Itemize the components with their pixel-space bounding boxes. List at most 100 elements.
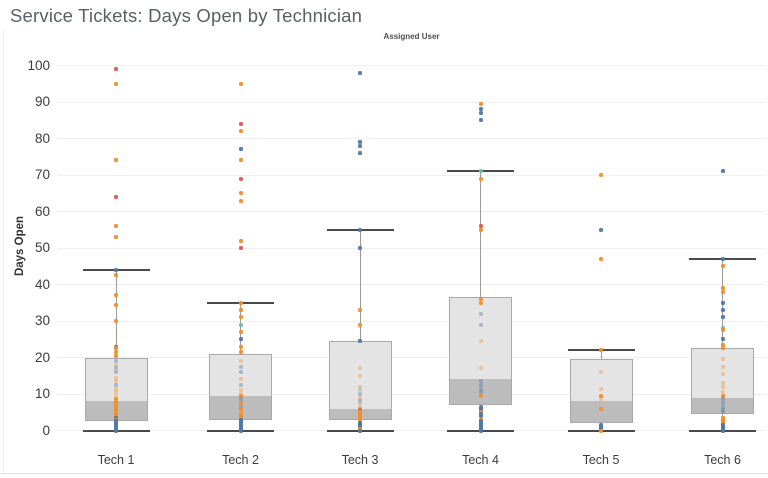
data-point[interactable] (238, 81, 243, 86)
data-point[interactable] (114, 81, 118, 86)
data-point[interactable] (599, 428, 603, 433)
data-point[interactable] (238, 388, 243, 393)
data-point[interactable] (238, 246, 243, 250)
data-point[interactable] (599, 227, 603, 232)
data-point[interactable] (478, 300, 483, 305)
data-point[interactable] (599, 393, 603, 398)
data-point[interactable] (238, 406, 243, 411)
data-point[interactable] (478, 227, 483, 232)
data-point[interactable] (478, 118, 483, 123)
data-point[interactable] (478, 107, 483, 112)
data-point[interactable] (114, 375, 118, 380)
data-point[interactable] (720, 308, 725, 313)
data-point[interactable] (478, 413, 483, 418)
data-point[interactable] (720, 397, 725, 402)
data-point[interactable] (720, 428, 725, 433)
data-point[interactable] (114, 319, 118, 323)
data-point[interactable] (720, 390, 725, 395)
x-axis-label[interactable]: Tech 2 (222, 453, 259, 467)
data-point[interactable] (478, 176, 483, 181)
data-point[interactable] (238, 377, 243, 382)
data-point[interactable] (478, 297, 483, 302)
data-point[interactable] (358, 366, 362, 371)
data-point[interactable] (238, 176, 243, 181)
data-point[interactable] (358, 143, 362, 148)
data-point[interactable] (720, 371, 725, 376)
data-point[interactable] (114, 379, 118, 384)
data-point[interactable] (114, 194, 118, 199)
x-axis-label[interactable]: Tech 3 (341, 453, 379, 467)
data-point[interactable] (478, 224, 483, 229)
data-point[interactable] (720, 346, 725, 351)
data-point[interactable] (114, 67, 118, 72)
data-point[interactable] (358, 406, 362, 411)
data-point[interactable] (114, 224, 118, 229)
data-point[interactable] (238, 370, 243, 375)
data-point[interactable] (720, 169, 725, 174)
data-point[interactable] (720, 401, 725, 406)
data-point[interactable] (238, 364, 243, 369)
data-point[interactable] (720, 404, 725, 409)
data-point[interactable] (358, 417, 362, 422)
data-point[interactable] (720, 384, 725, 389)
data-point[interactable] (114, 404, 118, 409)
data-point[interactable] (238, 359, 243, 364)
data-point[interactable] (114, 346, 118, 351)
data-point[interactable] (478, 339, 483, 344)
data-point[interactable] (720, 364, 725, 369)
data-point[interactable] (114, 382, 118, 387)
data-point[interactable] (114, 401, 118, 406)
data-point[interactable] (478, 101, 483, 106)
data-point[interactable] (238, 121, 243, 126)
data-point[interactable] (238, 397, 243, 402)
data-point[interactable] (478, 311, 483, 316)
data-point[interactable] (720, 410, 725, 415)
data-point[interactable] (599, 173, 603, 177)
data-point[interactable] (238, 393, 243, 398)
data-point[interactable] (238, 129, 243, 134)
data-point[interactable] (358, 246, 362, 250)
data-point[interactable] (599, 397, 603, 402)
data-point[interactable] (114, 353, 118, 358)
data-point[interactable] (238, 382, 243, 387)
data-point[interactable] (358, 402, 362, 407)
data-point[interactable] (238, 191, 243, 196)
data-point[interactable] (478, 386, 483, 391)
data-point[interactable] (114, 397, 118, 402)
data-point[interactable] (478, 379, 483, 384)
data-point[interactable] (720, 315, 725, 320)
data-point[interactable] (358, 308, 362, 313)
data-point[interactable] (358, 384, 362, 389)
data-point[interactable] (478, 322, 483, 327)
data-point[interactable] (114, 366, 118, 371)
data-point[interactable] (720, 256, 725, 261)
data-point[interactable] (358, 227, 362, 232)
data-point[interactable] (599, 386, 603, 391)
data-point[interactable] (720, 393, 725, 398)
data-point[interactable] (720, 381, 725, 386)
data-point[interactable] (599, 348, 603, 353)
data-point[interactable] (114, 408, 118, 413)
data-point[interactable] (114, 386, 118, 391)
data-point[interactable] (114, 359, 118, 364)
data-point[interactable] (599, 370, 603, 375)
data-point[interactable] (720, 286, 725, 291)
data-point[interactable] (238, 350, 243, 355)
data-point[interactable] (114, 302, 118, 307)
data-point[interactable] (720, 337, 725, 342)
data-point[interactable] (478, 110, 483, 115)
data-point[interactable] (599, 406, 603, 411)
data-point[interactable] (238, 315, 243, 320)
data-point[interactable] (238, 401, 243, 406)
data-point[interactable] (478, 393, 483, 398)
data-point[interactable] (238, 428, 243, 433)
data-point[interactable] (114, 362, 118, 367)
data-point[interactable] (720, 408, 725, 413)
data-point[interactable] (478, 390, 483, 395)
data-point[interactable] (599, 256, 603, 261)
data-point[interactable] (478, 382, 483, 387)
data-point[interactable] (358, 373, 362, 378)
data-point[interactable] (114, 428, 118, 433)
data-point[interactable] (720, 289, 725, 294)
data-point[interactable] (238, 308, 243, 313)
